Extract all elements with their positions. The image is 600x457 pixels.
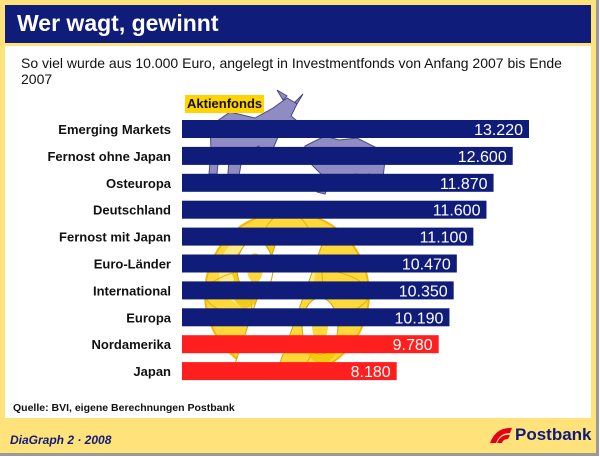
title-bar: Wer wagt, gewinnt [5,5,591,43]
bar-japan [182,362,397,381]
category-label-deutschland: Deutschland [93,203,171,218]
category-label-fernost-mit-japan: Fernost mit Japan [59,230,171,245]
bar-nordamerika [182,335,439,354]
source-note: Quelle: BVI, eigene Berechnungen Postban… [13,402,235,414]
bar-osteuropa [182,173,494,192]
bar-europa [182,308,450,327]
category-labels: Emerging Markets Fernost ohne Japan Osteur… [47,122,171,379]
bar-international [182,281,454,300]
bar-fernost-mit-japan [182,227,474,246]
category-heading: Aktienfonds [185,95,265,113]
category-label-fernost-ohne-japan: Fernost ohne Japan [47,149,171,164]
bar-deutschland [182,200,487,219]
page-title: Wer wagt, gewinnt [17,10,219,36]
category-label-international: International [93,283,171,298]
value-label-osteuropa: 11.870 [440,176,488,193]
value-label-deutschland: 11.600 [433,203,481,220]
category-label-emerging-markets: Emerging Markets [58,122,171,137]
bars [182,120,529,381]
chart-subtitle: So viel wurde aus 10.000 Euro, angelegt … [21,55,562,87]
value-label-nordamerika: 9.780 [393,337,433,354]
value-labels: 13.220 12.600 11.870 11.600 11.100 10.470 10.3… [351,122,523,381]
brand-name: Postbank [515,425,592,444]
chart-panel: So viel wurde aus 10.000 Euro, angelegt … [5,46,591,418]
value-label-fernost-mit-japan: 11.100 [420,230,468,247]
category-label-japan: Japan [133,364,171,379]
diagraph-label: DiaGraph 2 · 2008 [10,433,112,447]
value-label-emerging-markets: 13.220 [474,122,523,139]
category-label-osteuropa: Osteuropa [106,176,172,191]
value-label-euro-l-nder: 10.470 [402,257,451,274]
category-label-europa: Europa [126,310,172,325]
value-label-japan: 8.180 [351,364,391,381]
value-label-international: 10.350 [399,283,448,300]
postbank-logo-icon [490,427,512,443]
category-label-nordamerika: Nordamerika [92,337,172,352]
bar-emerging-markets [182,120,529,138]
bar-fernost-ohne-japan [182,146,513,165]
category-label-euro-l-nder: Euro-Länder [94,257,171,272]
value-label-europa: 10.190 [395,310,444,327]
bar-euro-l-nder [182,254,457,273]
bar-chart: 13.220 12.600 11.870 11.600 11.100 10.470 10.3… [47,89,529,381]
value-label-fernost-ohne-japan: 12.600 [458,149,507,166]
